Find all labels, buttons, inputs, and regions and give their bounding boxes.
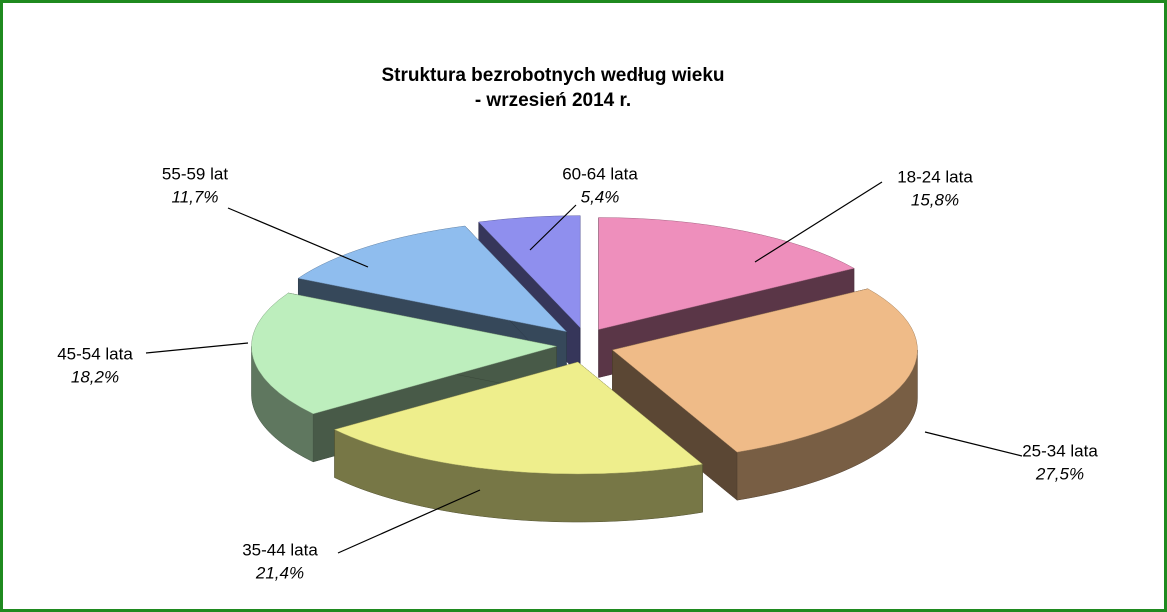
value-label: 21,4% xyxy=(255,563,304,582)
slice-top xyxy=(297,225,568,333)
leader-line xyxy=(529,204,577,251)
leader-line xyxy=(337,489,481,554)
slice-top xyxy=(333,361,704,475)
value-label: 27,5% xyxy=(1035,464,1084,483)
chart-title: Struktura bezrobotnych według wieku xyxy=(381,65,724,86)
value-label: 15,8% xyxy=(911,190,959,209)
slice xyxy=(333,361,704,523)
slice-top xyxy=(598,217,855,330)
leader-line xyxy=(754,181,883,263)
value-label: 11,7% xyxy=(172,187,219,206)
slice-label: 18-24 lata xyxy=(897,167,973,186)
slice-top xyxy=(251,292,557,415)
slice-label: 25-34 lata xyxy=(1022,441,1098,460)
slice-top xyxy=(478,215,581,329)
leader-line xyxy=(145,342,249,354)
slice-label: 45-54 lata xyxy=(57,344,133,363)
slice-label: 35-44 lata xyxy=(242,540,318,559)
value-label: 18,2% xyxy=(71,367,119,386)
value-label: 5,4% xyxy=(581,187,620,206)
chart-subtitle: - wrzesień 2014 r. xyxy=(475,90,631,111)
leader-line xyxy=(924,431,1023,457)
leader-line xyxy=(227,207,369,268)
slice-label: 55-59 lat xyxy=(162,164,228,183)
slice-label: 60-64 lata xyxy=(562,164,638,183)
slice xyxy=(611,288,918,501)
slice-top xyxy=(611,288,918,453)
